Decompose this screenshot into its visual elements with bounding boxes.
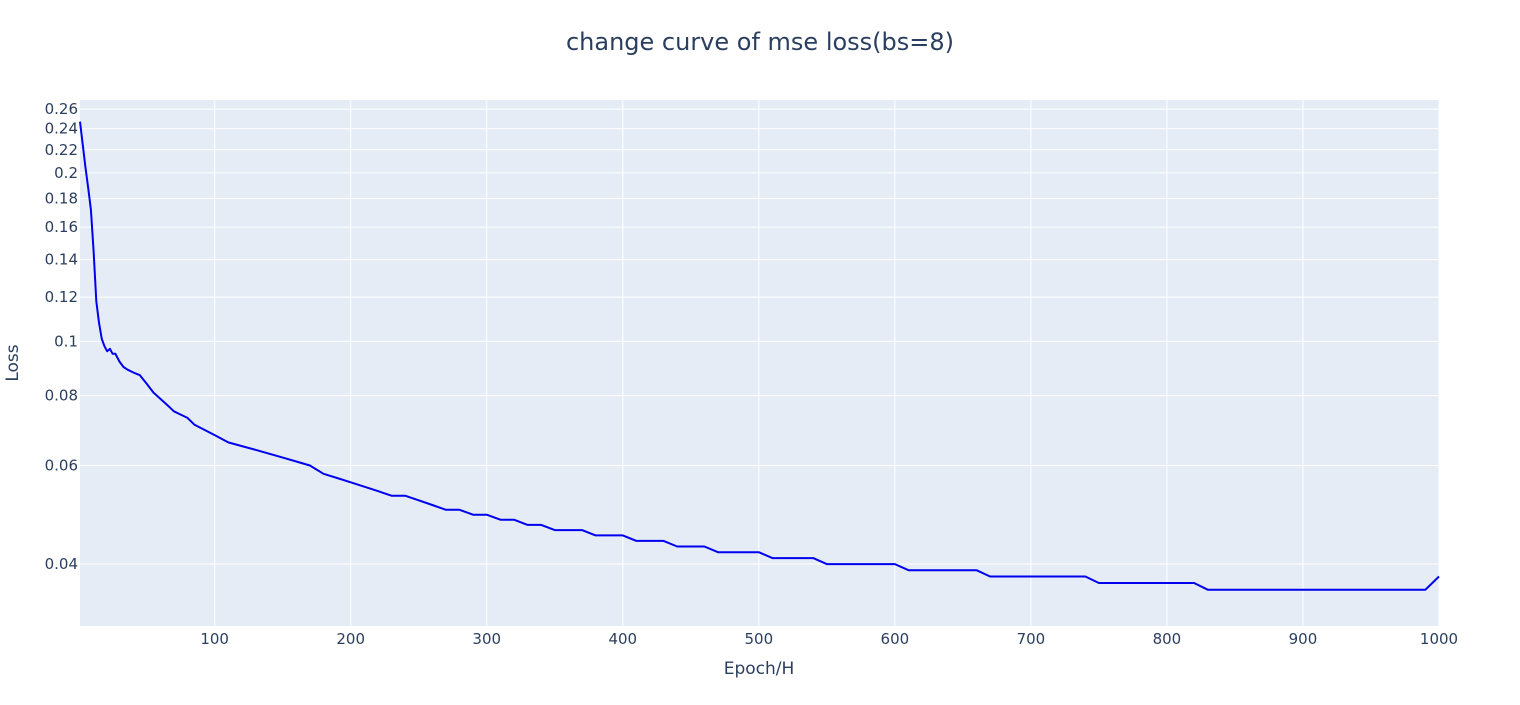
x-tick-label: 400 xyxy=(608,630,637,648)
x-tick-label: 300 xyxy=(472,630,501,648)
x-axis-title: Epoch/H xyxy=(724,659,795,679)
y-tick-label: 0.06 xyxy=(45,457,78,475)
y-tick-label: 0.1 xyxy=(54,332,78,350)
x-tick-label: 500 xyxy=(744,630,773,648)
x-tick-label: 200 xyxy=(336,630,365,648)
y-axis-ticks: 0.04 0.06 0.08 0.1 0.12 0.14 0.16 0.18 0.2 0.22 0.… xyxy=(45,100,78,573)
x-axis-ticks: 100 200 300 400 500 600 700 800 900 1000 xyxy=(200,630,1458,648)
x-tick-label: 800 xyxy=(1153,630,1182,648)
plot-area xyxy=(80,100,1439,626)
x-tick-label: 900 xyxy=(1289,630,1318,648)
y-tick-label: 0.12 xyxy=(45,288,78,306)
y-tick-label: 0.2 xyxy=(54,164,78,182)
chart-title: change curve of mse loss(bs=8) xyxy=(566,28,954,56)
y-tick-label: 0.08 xyxy=(45,387,78,405)
y-tick-label: 0.24 xyxy=(45,120,78,138)
y-tick-label: 0.18 xyxy=(45,190,78,208)
x-tick-label: 600 xyxy=(881,630,910,648)
y-tick-label: 0.22 xyxy=(45,141,78,159)
x-tick-label: 700 xyxy=(1017,630,1046,648)
y-axis-title: Loss xyxy=(3,344,23,381)
x-tick-label: 1000 xyxy=(1420,630,1458,648)
y-tick-label: 0.04 xyxy=(45,555,78,573)
y-tick-label: 0.26 xyxy=(45,100,78,118)
y-tick-label: 0.14 xyxy=(45,251,78,269)
x-tick-label: 100 xyxy=(200,630,229,648)
y-tick-label: 0.16 xyxy=(45,218,78,236)
loss-series-line xyxy=(79,121,1440,591)
